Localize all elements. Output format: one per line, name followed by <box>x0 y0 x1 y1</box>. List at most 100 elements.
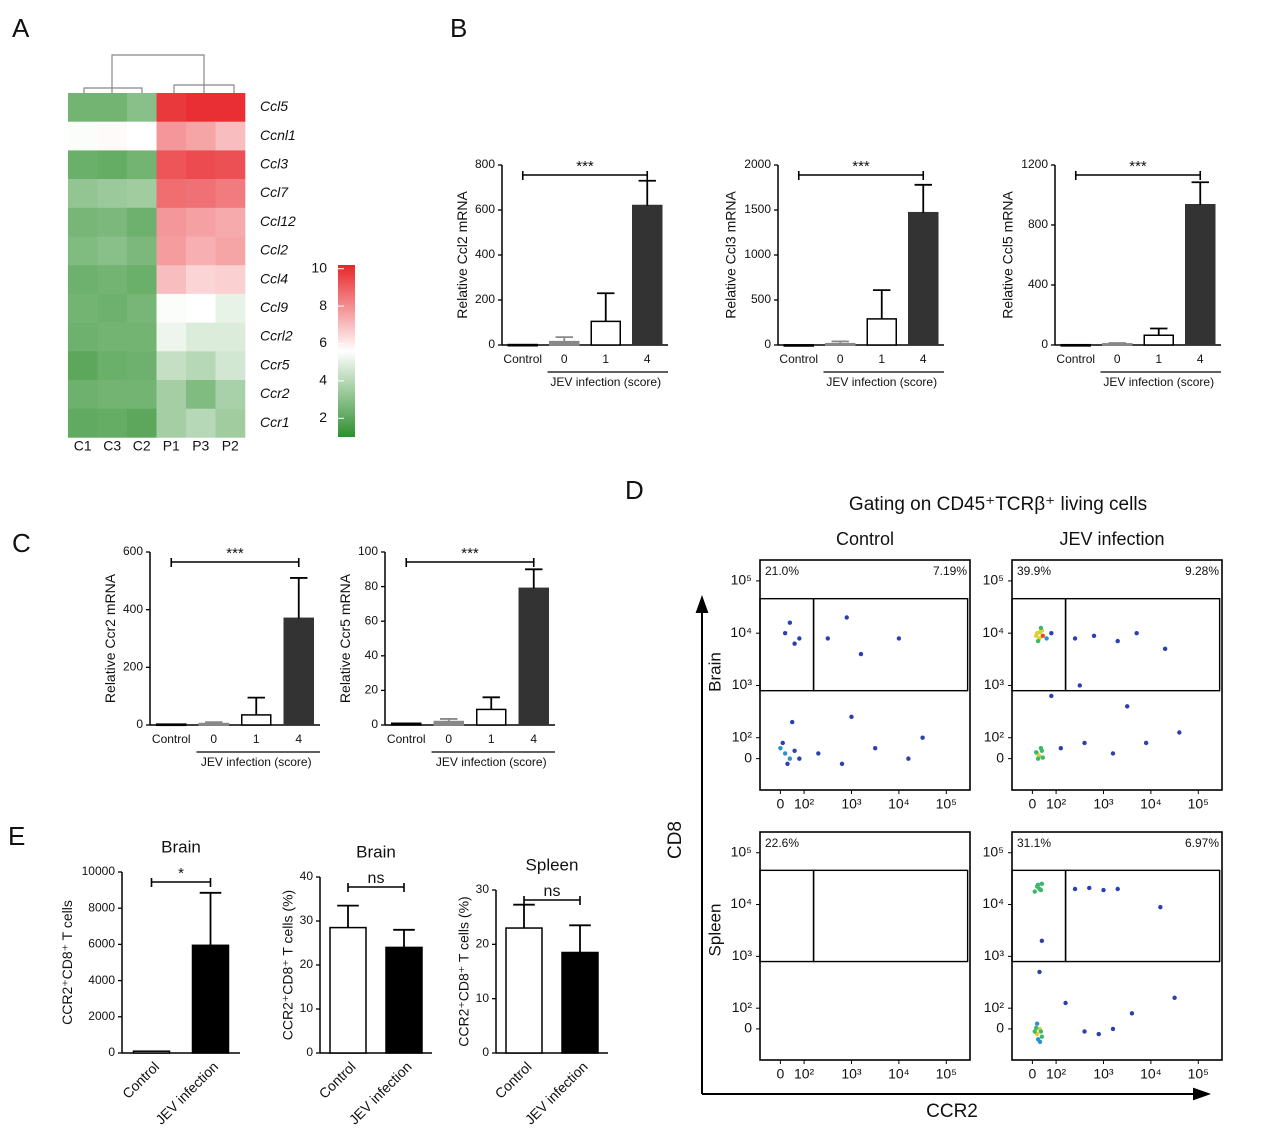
y-tick-label: 10³ <box>732 676 753 692</box>
heat-cell <box>156 121 187 151</box>
heat-cell <box>97 93 128 122</box>
cell-point <box>1077 683 1082 688</box>
x-tick-label: 10³ <box>1093 796 1114 812</box>
x-tick-label: 4 <box>295 732 302 746</box>
x-tick-label: 1 <box>1155 352 1162 366</box>
y-tick-label: 1500 <box>744 202 771 216</box>
heat-cell <box>156 150 187 180</box>
significance-bracket <box>523 896 581 905</box>
x-tick-label: 0 <box>445 732 452 746</box>
x-tick-label: 10⁴ <box>1140 796 1162 812</box>
y-tick-label: 10⁵ <box>983 843 1004 859</box>
cell-point <box>1038 887 1044 893</box>
axis-label: CCR2 <box>926 1101 978 1122</box>
cell-point <box>1049 630 1054 636</box>
x-tick-label: 1 <box>602 352 609 366</box>
gate-percent: 39.9% <box>1017 564 1051 578</box>
flow-plot <box>778 615 925 767</box>
x-tick-label: 10⁵ <box>1188 796 1209 812</box>
y-tick-label: 800 <box>1028 217 1048 231</box>
column-title: Control <box>836 529 894 549</box>
cell-point <box>1072 886 1078 892</box>
arrow-head <box>1193 1087 1211 1101</box>
y-tick-label: 80 <box>365 579 379 593</box>
bar <box>549 340 580 346</box>
y-tick-label: 0 <box>996 749 1004 765</box>
y-tick-label: 0 <box>744 1020 752 1036</box>
cell-point <box>1072 636 1078 641</box>
y-tick-label: 1200 <box>1021 157 1048 171</box>
cell-point <box>1035 882 1041 888</box>
bar <box>507 343 538 347</box>
heat-cell <box>215 121 246 151</box>
heat-cell <box>68 293 98 323</box>
dendrogram <box>83 54 235 93</box>
cell-point <box>816 751 821 756</box>
heat-cell <box>127 121 157 151</box>
chart-title: Brain <box>356 842 396 861</box>
y-tick-label: 20 <box>365 683 379 697</box>
y-tick-label: 10⁵ <box>983 572 1004 588</box>
y-tick-label: 600 <box>123 544 143 558</box>
heat-cell <box>186 121 216 151</box>
y-tick-label: 10³ <box>732 947 753 963</box>
cell-point <box>1033 633 1039 638</box>
cell-point <box>1037 1039 1043 1045</box>
y-tick-label: 100 <box>358 544 378 558</box>
heat-cell <box>186 236 216 266</box>
x-tick-label: Control <box>119 1058 162 1101</box>
heat-cell <box>156 179 187 209</box>
axis-label: CD8 <box>665 821 686 859</box>
cell-point <box>787 756 793 761</box>
y-tick-label: 200 <box>475 292 495 306</box>
x-tick-label: 0 <box>210 732 217 746</box>
cell-point <box>1134 630 1139 636</box>
x-tick-label: 10⁵ <box>1188 1066 1209 1082</box>
y-tick-label: 800 <box>475 157 495 171</box>
y-tick-label: 10⁵ <box>731 843 752 859</box>
gate <box>759 597 815 692</box>
significance-label: *** <box>852 158 870 175</box>
x-tick-label: 0 <box>1028 1066 1036 1082</box>
row-label: Ccrl2 <box>260 328 293 344</box>
gate <box>812 597 969 692</box>
gate <box>759 869 815 963</box>
x-tick-label: Control <box>779 352 818 366</box>
x-tick-label: Control <box>492 1058 535 1101</box>
significance-label: *** <box>1129 158 1147 175</box>
bar <box>1060 343 1091 347</box>
y-tick-label: 20 <box>476 937 490 951</box>
bar <box>329 926 367 1054</box>
gate-percent: 22.6% <box>765 836 799 850</box>
bar <box>476 708 507 726</box>
cell-point <box>1110 1026 1116 1032</box>
column-label: P3 <box>192 438 209 454</box>
group-label: JEV infection (score) <box>1103 375 1214 389</box>
row-label: Ccl9 <box>260 299 288 315</box>
y-axis-label: CCR2⁺CD8⁺ T cells (%) <box>456 896 472 1046</box>
bar <box>632 204 663 346</box>
row-label: Ccl7 <box>260 184 289 200</box>
row-title: Spleen <box>705 904 724 957</box>
colorbar <box>338 265 355 437</box>
column-label: C1 <box>74 438 92 454</box>
heat-cell <box>97 236 128 266</box>
heat-cell <box>186 150 216 180</box>
cell-point <box>782 751 788 756</box>
cell-point <box>1040 755 1046 760</box>
cell-point <box>797 636 802 641</box>
heat-cell <box>127 351 157 381</box>
heat-cell <box>127 293 157 323</box>
x-tick-label: 10³ <box>841 796 862 812</box>
heat-cell <box>156 207 187 237</box>
y-axis-label: Relative Ccl3 mRNA <box>723 191 739 319</box>
row-label: Ccl4 <box>260 270 288 286</box>
heat-cell <box>68 351 98 381</box>
cell-point <box>1082 1029 1087 1034</box>
y-tick-label: 20 <box>300 957 314 971</box>
x-tick-label: Control <box>503 352 542 366</box>
heat-cell <box>156 93 187 122</box>
significance-label: ns <box>544 883 561 900</box>
chart-title: Brain <box>161 837 201 856</box>
